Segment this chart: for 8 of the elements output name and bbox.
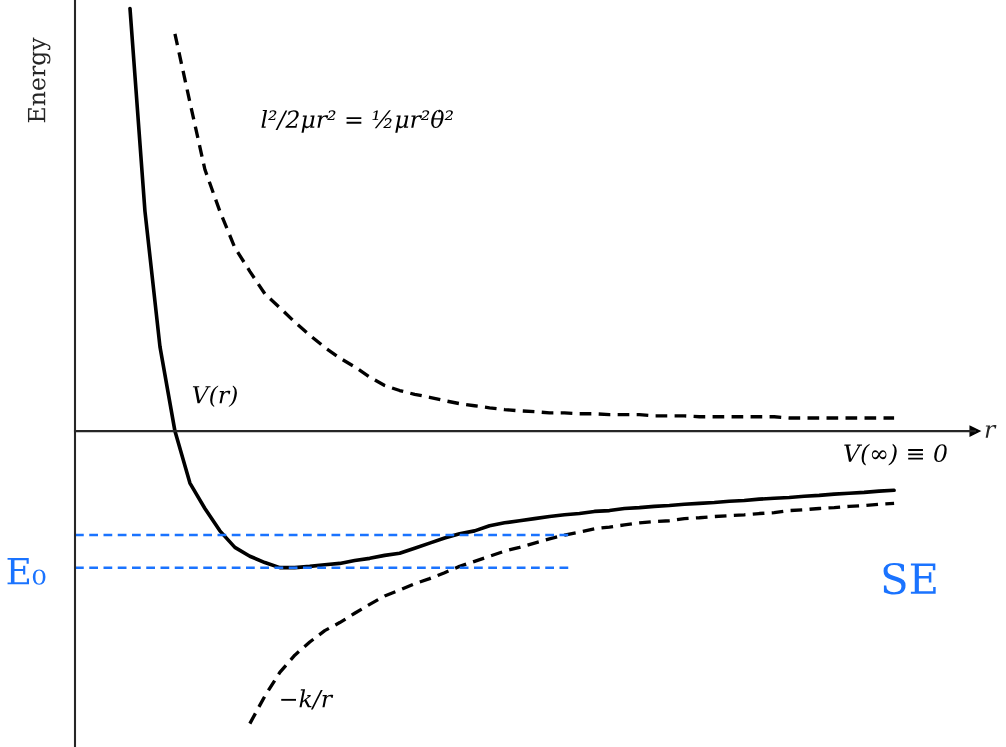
annotation: SE — [883, 562, 936, 595]
text: l²/2μr² = ½μr²θ̇² — [261, 109, 453, 133]
x-axis-title: r — [985, 425, 997, 438]
annotation: V(∞) ≡ 0 — [844, 443, 947, 466]
ref-line-label: E₀ — [7, 557, 46, 585]
series-label: V(r) — [192, 385, 237, 408]
series-label: −k/r — [281, 689, 334, 710]
y-axis-title: Energy — [27, 37, 51, 123]
